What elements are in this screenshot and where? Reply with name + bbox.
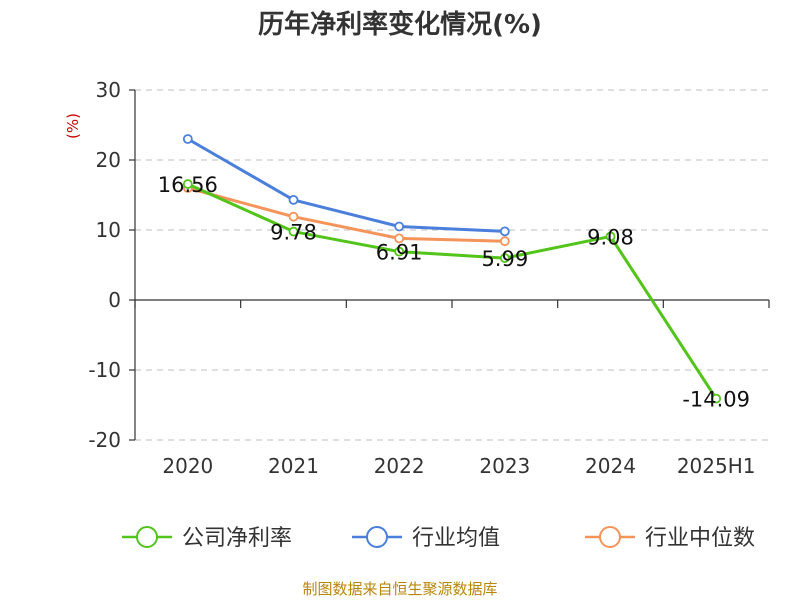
data-label: 16.56 — [158, 173, 218, 197]
data-label: 9.08 — [587, 225, 634, 249]
x-tick-labels: 2020 2021 2022 2023 2024 2025H1 — [162, 454, 755, 478]
x-tick-label: 2023 — [479, 454, 530, 478]
data-point — [182, 134, 193, 144]
data-point — [288, 194, 299, 205]
data-label: -14.09 — [682, 388, 750, 412]
legend-swatch-marker — [136, 526, 158, 548]
data-point — [605, 231, 616, 242]
data-point — [394, 246, 405, 257]
y-tick-label: -10 — [88, 358, 121, 382]
source-note: 制图数据来自恒生聚源数据库 — [302, 580, 497, 598]
series-line — [187, 137, 505, 233]
data-point — [394, 221, 405, 232]
axes — [129, 89, 770, 441]
data-point — [499, 236, 510, 247]
series-line — [187, 186, 505, 243]
data-label: 9.78 — [270, 221, 317, 245]
series-line — [187, 182, 718, 400]
gridlines — [135, 89, 769, 441]
data-point — [288, 226, 299, 237]
y-axis-label: (%) — [64, 113, 82, 139]
data-point — [499, 253, 510, 263]
x-tick-label: 2022 — [374, 454, 425, 478]
series-layer — [182, 134, 722, 404]
legend: 公司净利率 行业均值 行业中位数 — [122, 526, 755, 551]
data-labels: 16.56 9.78 6.91 5.99 9.08 -14.09 — [158, 173, 750, 412]
y-tick-label: 10 — [96, 218, 121, 242]
x-tick-label: 2020 — [162, 454, 213, 478]
data-point — [288, 211, 299, 222]
data-point — [499, 226, 510, 237]
data-point — [394, 233, 405, 244]
chart-title: 历年净利率变化情况(%) — [258, 9, 542, 40]
legend-label: 行业均值 — [412, 526, 500, 551]
y-tick-label: 20 — [96, 148, 121, 172]
x-tick-label: 2024 — [585, 454, 636, 478]
y-tick-label: -20 — [88, 428, 121, 452]
x-tick-label: 2025H1 — [677, 454, 756, 478]
legend-label: 行业中位数 — [645, 526, 755, 551]
data-point — [182, 179, 193, 189]
y-tick-label: 30 — [96, 78, 121, 102]
legend-label: 公司净利率 — [182, 526, 292, 551]
y-tick-label: 0 — [108, 288, 121, 312]
data-label: 6.91 — [376, 241, 423, 265]
data-label: 5.99 — [481, 247, 528, 271]
y-tick-labels: 30 20 10 0 -10 -20 — [88, 78, 121, 452]
data-point — [711, 393, 722, 404]
legend-swatch-marker — [366, 526, 388, 548]
x-tick-label: 2021 — [268, 454, 319, 478]
legend-swatch-marker — [599, 526, 621, 548]
